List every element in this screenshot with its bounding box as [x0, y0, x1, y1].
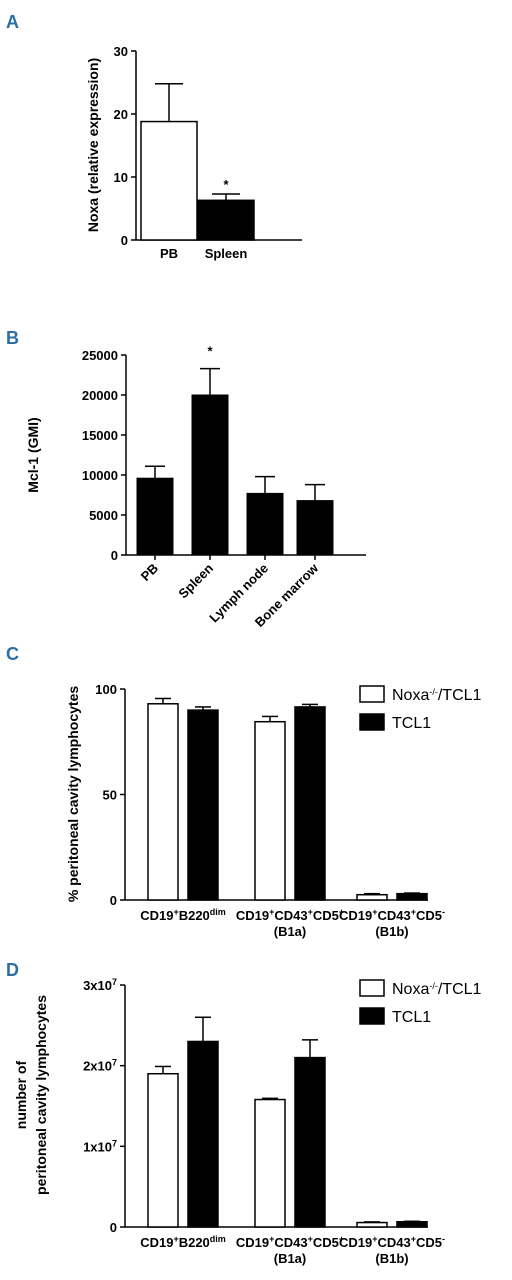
panel-d-xtick-label: CD19+CD43+CD5- [339, 1234, 445, 1250]
panel-c-xtick-label-line2: (B1b) [375, 924, 408, 939]
panel-b-ylabel: Mcl-1 (GMI) [25, 417, 41, 492]
panel-c-bar [187, 709, 219, 901]
panel-d-legend-swatch [359, 979, 385, 997]
panel-c-legend-label: Noxa-/-/TCL1 [392, 687, 482, 704]
panel-d-xtick-label: CD19+B220dim [140, 1234, 226, 1250]
panel-d-xtick-label: CD19+CD43+CD5+ [236, 1234, 344, 1250]
panel-a-ytick-label: 30 [114, 44, 128, 59]
panel-c-bar [396, 892, 428, 901]
panel-d-ytick-label: 0 [110, 1220, 117, 1235]
panel-c-xtick-label-line2: (B1a) [274, 924, 307, 939]
panel-b-ytick-label: 5000 [89, 508, 118, 523]
panel-b-xtick-label: PB [138, 561, 161, 584]
panel-b-ytick-label: 25000 [82, 348, 118, 363]
panel-c-bar [294, 706, 326, 901]
panel-d-ytick-label: 3x107 [83, 977, 117, 993]
panel-d-bar [187, 1040, 219, 1228]
panel-b-bar [246, 492, 284, 556]
panel-b-bar [296, 500, 334, 556]
panel-c-bar [147, 703, 179, 901]
panel-d-ytick-label: 2x107 [83, 1058, 117, 1074]
panel-b-significance: * [207, 344, 213, 359]
panel-d-xtick-label-line2: (B1a) [274, 1251, 307, 1266]
panel-a-xtick-label: PB [160, 246, 178, 261]
panel-letter-c: C [6, 644, 19, 664]
panel-d-ylabel-line1: number of [13, 1060, 29, 1129]
panel-b-bar [191, 394, 229, 556]
panel-c-legend-swatch [359, 685, 385, 703]
panel-b-bar [136, 477, 174, 556]
panel-d-ytick-label: 1x107 [83, 1138, 117, 1154]
panel-letter-a: A [6, 12, 19, 32]
panel-a-ytick-label: 20 [114, 107, 128, 122]
panel-d-bar [356, 1221, 388, 1228]
panel-d-xtick-label-line2: (B1b) [375, 1251, 408, 1266]
panel-d-bar [254, 1098, 286, 1228]
panel-c-bar [356, 893, 388, 901]
panel-c-ylabel: % peritoneal cavity lymphocytes [65, 686, 81, 903]
panel-d-bar [294, 1056, 326, 1228]
panel-d-ylabel-line2: peritoneal cavity lymphocytes [33, 995, 49, 1195]
panel-c-legend-swatch [359, 713, 385, 731]
panel-letter-b: B [6, 328, 19, 348]
panel-c-xtick-label: CD19+CD43+CD5+ [236, 907, 344, 923]
panel-d-legend-label: Noxa-/-/TCL1 [392, 981, 482, 998]
panel-a-significance: * [223, 177, 229, 192]
panel-a-bar [197, 199, 255, 241]
panel-a-bar [140, 120, 198, 241]
chart-marks: 0102030PB*Spleen050001000015000200002500… [82, 44, 482, 1266]
panel-a-xtick-label: Spleen [205, 246, 248, 261]
panel-c-ytick-label: 0 [110, 893, 117, 908]
panel-letter-d: D [6, 960, 19, 980]
panel-b-ytick-label: 15000 [82, 428, 118, 443]
panel-c-legend-label: TCL1 [392, 715, 431, 732]
panel-a-ytick-label: 10 [114, 170, 128, 185]
panel-a-ytick-label: 0 [121, 233, 128, 248]
panel-d-legend-label: TCL1 [392, 1009, 431, 1026]
panel-c-ytick-label: 50 [103, 788, 117, 803]
panel-a-ylabel: Noxa (relative expression) [85, 58, 101, 232]
panel-c-bar [254, 720, 286, 901]
panel-c-xtick-label: CD19+B220dim [140, 907, 226, 923]
panel-d-bar [396, 1221, 428, 1228]
panel-b-ytick-label: 0 [111, 548, 118, 563]
panel-c-xtick-label: CD19+CD43+CD5- [339, 907, 445, 923]
panel-d-legend-swatch [359, 1007, 385, 1025]
panel-b-ytick-label: 10000 [82, 468, 118, 483]
panel-c-ytick-label: 100 [95, 682, 117, 697]
panel-b-ytick-label: 20000 [82, 388, 118, 403]
panel-b-xtick-label: Spleen [175, 560, 216, 601]
panel-d-bar [147, 1072, 179, 1228]
